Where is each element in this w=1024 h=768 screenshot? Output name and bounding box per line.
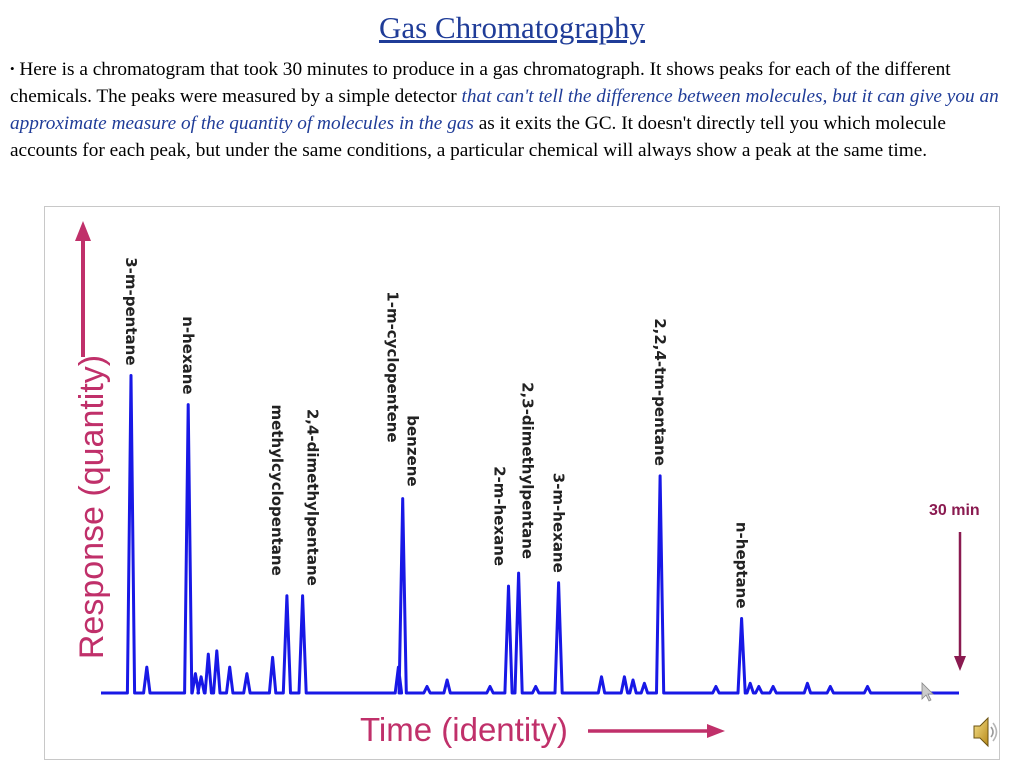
x-axis-label: Time (identity) bbox=[360, 711, 568, 748]
time-annotation-arrow-head bbox=[954, 656, 966, 671]
bullet-marker: • bbox=[10, 61, 15, 76]
peak-label: 3-m-pentane bbox=[122, 257, 140, 365]
intro-text-emphasis: that can't tell the difference between m… bbox=[10, 86, 999, 134]
peak-label: 2-m-hexane bbox=[491, 466, 509, 566]
chromatogram-figure: Response (quantity) Time (identity) 30 m… bbox=[44, 206, 1000, 760]
peak-label: benzene bbox=[404, 415, 422, 486]
peak-labels: 3-m-pentane n-hexane 2,4-dimethylpentane me… bbox=[122, 257, 751, 608]
chromatogram-chart: Response (quantity) Time (identity) 30 m… bbox=[73, 221, 980, 748]
peak-label: 2,2,4-tm-pentane bbox=[651, 318, 669, 466]
peak-label: 2,3-dimethylpentane bbox=[519, 382, 537, 559]
intro-text-part2: as it exits the GC. It doesn't directly … bbox=[10, 113, 946, 161]
peak-label: n-hexane bbox=[179, 316, 197, 394]
speaker-icon[interactable] bbox=[970, 714, 1000, 750]
intro-text-part1: Here is a chromatogram that took 30 minu… bbox=[10, 59, 951, 107]
slide-title[interactable]: Gas Chromatography bbox=[378, 10, 646, 45]
y-axis-arrow-head bbox=[75, 221, 91, 241]
peak-label: methylcyclopentane bbox=[268, 404, 286, 575]
peak-label: 1-m-cyclopentene bbox=[384, 291, 402, 442]
peak-label: 2,4-dimethylpentane bbox=[304, 409, 322, 586]
time-annotation-label: 30 min bbox=[929, 502, 980, 519]
cursor-icon bbox=[921, 682, 934, 702]
peak-label: 3-m-hexane bbox=[550, 473, 568, 573]
y-axis-label-group: Response (quantity) bbox=[73, 221, 111, 659]
y-axis-label: Response (quantity) bbox=[73, 355, 111, 659]
peak-label: n-heptane bbox=[733, 522, 751, 609]
time-annotation: 30 min bbox=[929, 502, 980, 671]
intro-paragraph: • Here is a chromatogram that took 30 mi… bbox=[10, 55, 1014, 164]
chromatogram-trace bbox=[101, 374, 959, 695]
x-axis-arrow-head bbox=[707, 724, 725, 738]
x-axis-label-group: Time (identity) bbox=[360, 711, 725, 748]
